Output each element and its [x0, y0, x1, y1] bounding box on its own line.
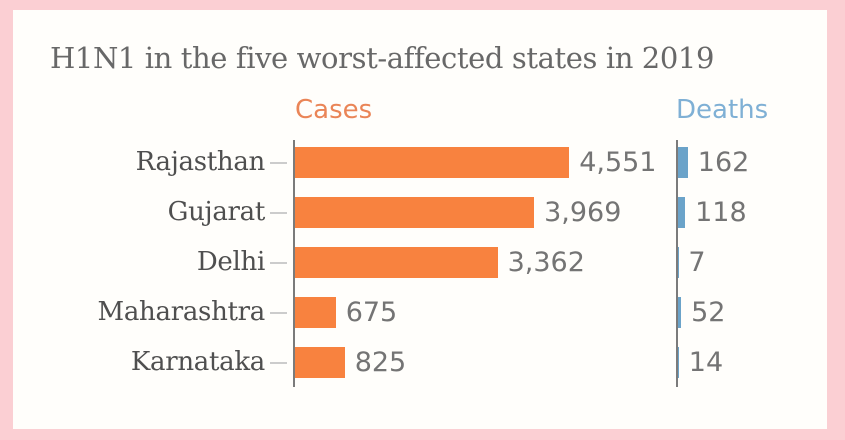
chart-card: H1N1 in the five worst-affected states i…: [13, 10, 827, 429]
row-tick: [270, 161, 287, 164]
deaths-bar: [678, 197, 686, 228]
state-label-delhi: Delhi: [196, 247, 265, 277]
cases-bar: [295, 247, 498, 278]
cases-bar: [295, 297, 336, 328]
deaths-value: 14: [688, 347, 724, 378]
deaths-bar: [678, 147, 688, 178]
state-label-maharashtra: Maharashtra: [97, 297, 266, 327]
deaths-bar: [678, 297, 682, 328]
cases-value: 3,969: [544, 197, 622, 228]
row-tick: [270, 361, 287, 364]
cases-value: 675: [345, 297, 398, 328]
cases-bar: [295, 147, 570, 178]
deaths-value: 118: [695, 197, 747, 228]
cases-bar: [295, 347, 345, 378]
deaths-axis-line: [676, 140, 678, 387]
cases-value: 3,362: [507, 247, 585, 278]
deaths-column-header: Deaths: [676, 95, 769, 125]
deaths-value: 162: [697, 147, 750, 178]
cases-value: 825: [354, 347, 407, 378]
cases-axis-line: [293, 140, 295, 387]
state-label-gujarat: Gujarat: [167, 197, 266, 227]
state-label-karnataka: Karnataka: [130, 347, 265, 377]
cases-bar: [295, 197, 535, 228]
deaths-value: 7: [688, 247, 706, 278]
cases-column-header: Cases: [295, 95, 373, 125]
row-tick: [270, 311, 287, 314]
row-tick: [270, 261, 287, 264]
row-tick: [270, 211, 287, 214]
cases-value: 4,551: [579, 147, 657, 178]
deaths-value: 52: [691, 297, 726, 328]
chart-title: H1N1 in the five worst-affected states i…: [50, 41, 714, 75]
deaths-bar: [678, 347, 679, 378]
state-label-rajasthan: Rajasthan: [135, 147, 266, 177]
